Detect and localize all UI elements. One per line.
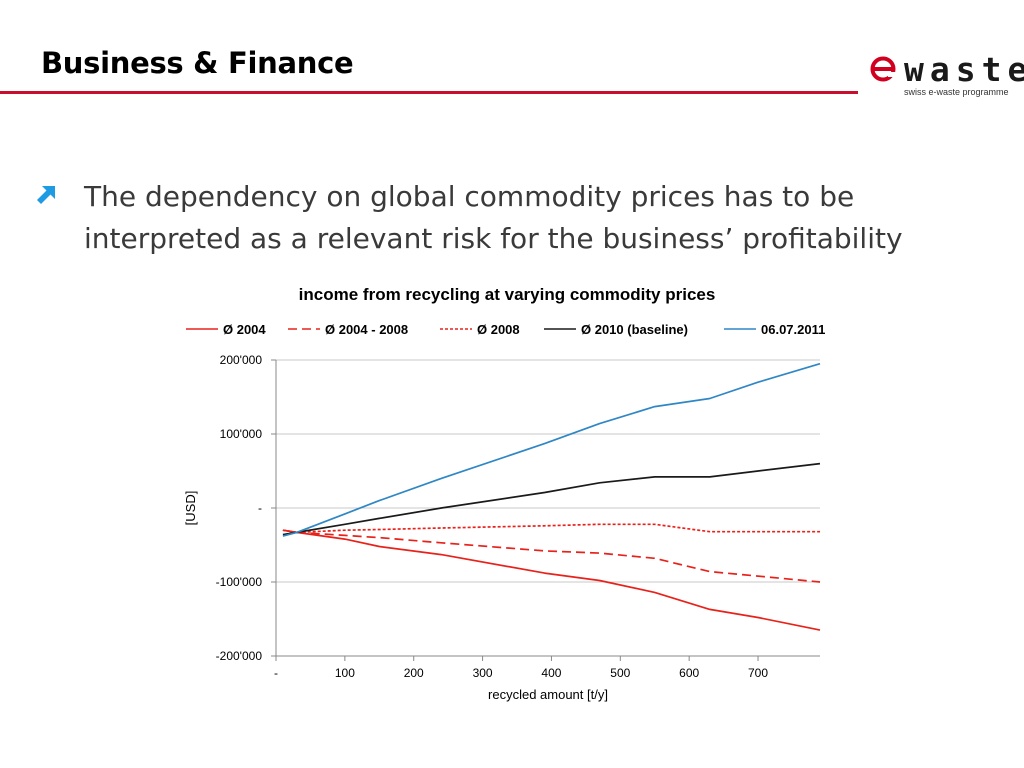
x-tick-label: 100 <box>335 666 355 680</box>
y-tick-label: -100'000 <box>216 575 263 589</box>
legend-label: Ø 2008 <box>477 322 520 337</box>
series-line <box>282 529 821 583</box>
arrow-up-right-icon <box>37 186 55 204</box>
x-axis-label: recycled amount [t/y] <box>488 687 608 702</box>
series-line <box>282 362 821 537</box>
x-tick-label: 200 <box>404 666 424 680</box>
y-tick-label: 200'000 <box>220 353 263 367</box>
x-tick-label: 400 <box>541 666 561 680</box>
x-tick-label: 700 <box>748 666 768 680</box>
e-logo-icon <box>870 56 896 82</box>
page-title: Business & Finance <box>41 46 354 80</box>
legend-label: Ø 2004 <box>223 322 266 337</box>
ewaste-logo: waste swiss e-waste programme <box>868 50 1024 98</box>
y-tick-label: - <box>258 501 262 515</box>
commodity-price-line-chart: income from recycling at varying commodi… <box>183 285 825 702</box>
series-line <box>282 462 821 536</box>
legend-label: Ø 2010 (baseline) <box>581 322 688 337</box>
x-tick-label: 600 <box>679 666 699 680</box>
header-divider <box>0 91 858 94</box>
y-tick-label: 100'000 <box>220 427 263 441</box>
x-tick-label: 300 <box>473 666 493 680</box>
x-tick-label: 500 <box>610 666 630 680</box>
series-line <box>282 529 821 631</box>
logo-wordmark: waste <box>904 50 1024 89</box>
series-line <box>282 523 820 534</box>
bullet-point-text: The dependency on global commodity price… <box>84 180 903 255</box>
logo-tagline: swiss e-waste programme <box>904 87 1009 97</box>
legend-label: 06.07.2011 <box>761 322 825 337</box>
x-tick-label: - <box>274 666 278 680</box>
chart-title: income from recycling at varying commodi… <box>299 285 716 304</box>
y-axis-label: [USD] <box>183 491 198 526</box>
y-tick-label: -200'000 <box>216 649 263 663</box>
legend-label: Ø 2004 - 2008 <box>325 322 408 337</box>
